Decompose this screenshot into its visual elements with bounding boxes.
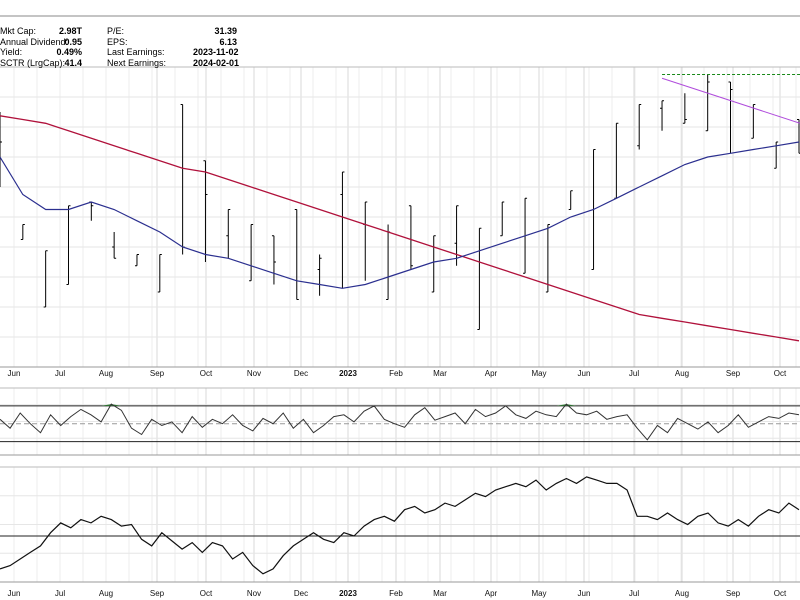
x-tick-label-bottom: Apr (485, 589, 498, 598)
x-tick-label: Aug (675, 369, 689, 378)
x-tick-label: Jul (629, 369, 639, 378)
oscillator-line (0, 403, 800, 441)
lower-indicator-line (0, 476, 800, 575)
x-tick-label-bottom: Nov (247, 589, 261, 598)
stat-label: P/E: (107, 26, 125, 36)
x-tick-label: 2023 (339, 369, 357, 378)
x-tick-label: Sep (726, 369, 741, 378)
trendline (661, 77, 800, 124)
stat-label: Mkt Cap: (0, 26, 37, 36)
panel-frames (0, 15, 800, 583)
stat-market-cap: Mkt Cap: 2.98T (0, 26, 82, 37)
x-tick-label-bottom: Feb (389, 589, 403, 598)
x-tick-label-bottom: Jun (578, 589, 591, 598)
x-tick-label-bottom: Oct (774, 589, 787, 598)
stat-label: Last Earnings: (107, 47, 165, 57)
axis-labels: Jun Jul Aug Sep Oct Nov Dec 2023 Feb Mar Apr May Jun… (8, 369, 787, 598)
stat-value: 2.98T (58, 26, 82, 36)
x-tick-label-bottom: Aug (675, 589, 689, 598)
stat-value: 0.95 (64, 36, 82, 47)
stat-label: Annual Dividend: (0, 36, 69, 47)
stat-annual-dividend: Annual Dividend: 0.95 (0, 37, 82, 48)
overbought-fill (101, 404, 112, 406)
x-tick-label: Jun (8, 369, 21, 378)
x-tick-label-bottom: Aug (99, 589, 113, 598)
x-tick-label: Jul (55, 369, 65, 378)
x-tick-label: Oct (200, 369, 213, 378)
overbought-fill (566, 404, 577, 406)
x-tick-label-bottom: Sep (726, 589, 741, 598)
stat-label: EPS: (107, 36, 128, 47)
stat-pe: P/E: 31.39 (107, 26, 237, 37)
x-tick-label: Dec (294, 369, 308, 378)
stat-label: SCTR (LrgCap): (0, 57, 66, 68)
x-tick-label: Mar (433, 369, 447, 378)
stat-value: 31.39 (214, 26, 237, 36)
fast-moving-average-line (0, 141, 800, 289)
x-tick-label-bottom: Jul (55, 589, 65, 598)
stat-next-earnings: Next Earnings: 2024-02-01 (107, 57, 240, 69)
series-lines (0, 74, 800, 575)
stat-value: 2023-11-02 (193, 47, 239, 57)
stat-value: 6.13 (219, 36, 237, 47)
x-tick-label-bottom: Oct (200, 589, 213, 598)
x-tick-label-bottom: 2023 (339, 589, 357, 598)
x-tick-label: Aug (99, 369, 113, 378)
x-tick-label: May (531, 369, 546, 378)
x-tick-label: Nov (247, 369, 261, 378)
x-tick-label: Jun (578, 369, 591, 378)
x-tick-label: Sep (150, 369, 165, 378)
stats-right-block: P/E: 31.39 EPS: 6.13 Last Earnings: 2023-11… (107, 26, 240, 69)
stat-label: Yield: (0, 47, 23, 57)
x-tick-label-bottom: Dec (294, 589, 308, 598)
stat-value: 41.4 (64, 57, 82, 68)
x-tick-label: Feb (389, 369, 403, 378)
x-tick-label-bottom: Mar (433, 589, 447, 598)
grid (0, 67, 800, 582)
stat-value: 0.49% (56, 47, 82, 57)
slow-moving-average-line (0, 115, 800, 342)
stat-last-earnings: Last Earnings: 2023-11-02 (107, 47, 239, 58)
stats-left-block: Mkt Cap: 2.98T Annual Dividend: 0.95 Yield… (0, 26, 82, 68)
stat-label: Next Earnings: (107, 57, 167, 68)
stat-sctr: SCTR (LrgCap): 41.4 (0, 58, 82, 69)
x-tick-label-bottom: May (531, 589, 546, 598)
stat-value: 2024-02-01 (193, 57, 240, 68)
x-tick-label: Apr (485, 369, 498, 378)
x-tick-label-bottom: Sep (150, 589, 165, 598)
stat-eps: EPS: 6.13 (107, 37, 237, 48)
stat-yield: Yield: 0.49% (0, 47, 82, 58)
x-tick-label-bottom: Jun (8, 589, 21, 598)
x-tick-label-bottom: Jul (629, 589, 639, 598)
overbought-fill (556, 404, 567, 406)
x-tick-label: Oct (774, 369, 787, 378)
